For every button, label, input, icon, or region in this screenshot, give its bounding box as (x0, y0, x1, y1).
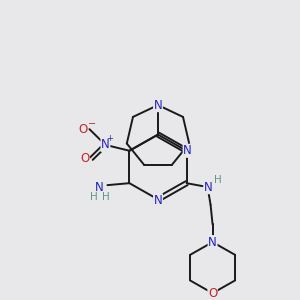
Text: N: N (204, 181, 213, 194)
Text: H: H (101, 192, 109, 202)
Text: +: + (106, 134, 113, 143)
Text: H: H (214, 175, 221, 185)
Text: N: N (101, 138, 110, 152)
Text: H: H (89, 192, 97, 202)
Text: N: N (183, 144, 192, 157)
Text: −: − (88, 119, 97, 129)
Text: O: O (78, 123, 87, 136)
Text: N: N (154, 99, 162, 112)
Text: N: N (154, 194, 162, 207)
Text: O: O (208, 287, 217, 300)
Text: O: O (80, 152, 89, 165)
Text: N: N (208, 236, 217, 249)
Text: N: N (95, 181, 104, 194)
